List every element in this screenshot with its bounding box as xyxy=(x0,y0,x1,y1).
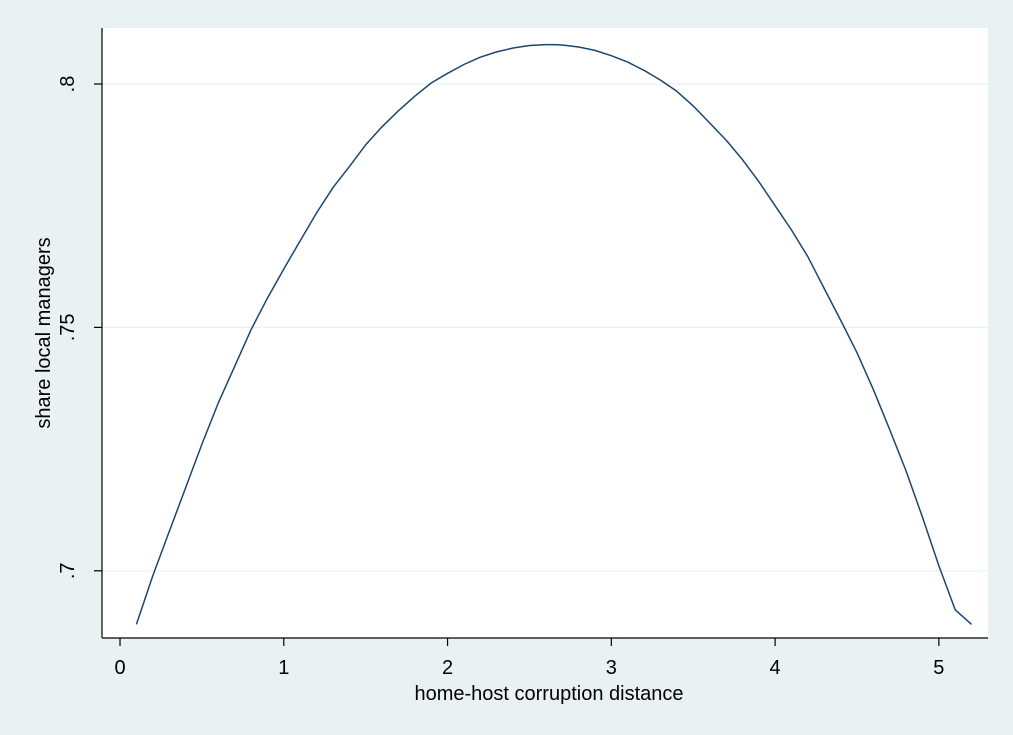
y-tick-label: .75 xyxy=(57,313,79,341)
y-tick-label: .7 xyxy=(57,562,79,579)
y-tick-label: .8 xyxy=(57,76,79,93)
tick-labels: 0 1 2 3 4 5 .7 .75 .8 xyxy=(57,76,944,679)
x-tick-label: 1 xyxy=(278,657,289,679)
x-tick-label: 0 xyxy=(114,657,125,679)
x-tick-label: 2 xyxy=(442,657,453,679)
x-tick-label: 5 xyxy=(933,657,944,679)
series-line xyxy=(135,43,973,625)
y-axis-title: share local managers xyxy=(33,237,55,428)
x-tick-label: 3 xyxy=(606,657,617,679)
tick-marks xyxy=(94,83,940,646)
gridlines xyxy=(102,83,988,572)
x-axis-title: home-host corruption distance xyxy=(414,683,683,705)
axes xyxy=(101,28,988,639)
plot-area xyxy=(102,28,988,638)
x-tick-label: 4 xyxy=(770,657,781,679)
series-layer xyxy=(135,43,973,625)
